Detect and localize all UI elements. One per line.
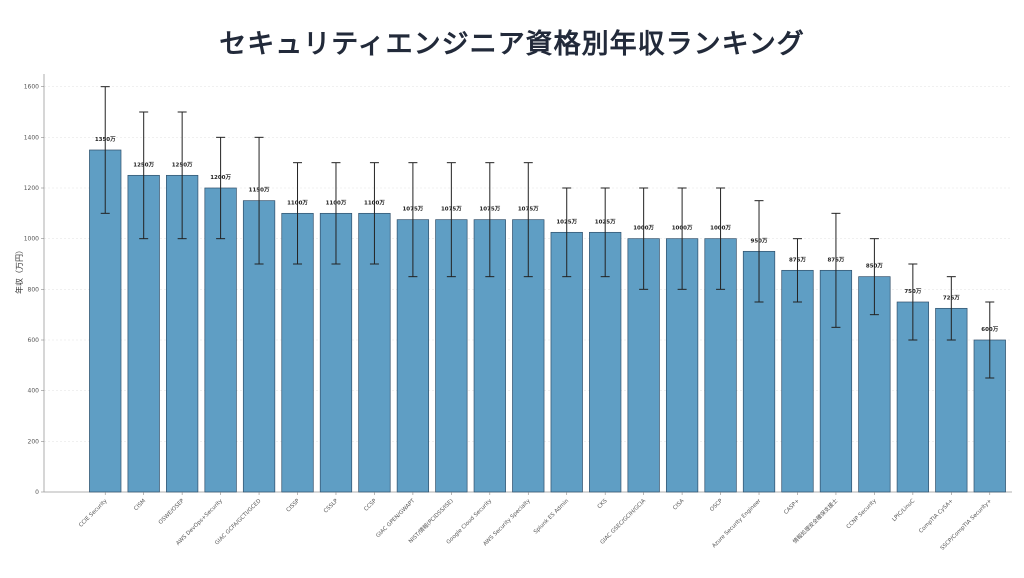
bar bbox=[781, 269, 814, 493]
data-label: 1025万 bbox=[556, 218, 577, 225]
y-tick-label: 400 bbox=[28, 388, 40, 395]
data-label: 950万 bbox=[751, 237, 768, 244]
x-tick-label: CSSLP bbox=[323, 498, 340, 515]
data-label: 875万 bbox=[827, 256, 844, 263]
x-tick-label: CCSP bbox=[363, 498, 378, 513]
y-axis-title: 年収（万円） bbox=[14, 246, 24, 294]
data-label: 1100万 bbox=[287, 199, 308, 206]
data-label: 1100万 bbox=[326, 199, 347, 206]
data-label: 850万 bbox=[866, 263, 883, 270]
y-tick-label: 800 bbox=[28, 286, 40, 293]
data-labels: 1350万 1250万 1250万 1200万 1150万 1100万 1100万 1100万… bbox=[95, 136, 999, 333]
x-tick-label: CCIE Security bbox=[78, 498, 109, 529]
x-tick-label: CISSP bbox=[286, 498, 302, 514]
chart-title: セキュリティエンジニア資格別年収ランキング bbox=[219, 29, 805, 60]
x-tick-label: GIAC GSEC/GCIH/GCIA bbox=[599, 498, 647, 546]
error-bars bbox=[100, 86, 995, 379]
y-tick-label: 0 bbox=[35, 489, 39, 496]
data-label: 1200万 bbox=[210, 174, 231, 181]
data-label: 600万 bbox=[981, 326, 998, 333]
data-label: 1250万 bbox=[133, 161, 154, 168]
data-label: 1075万 bbox=[479, 206, 500, 213]
x-tick-label: GIAC GPEN/GWAPT bbox=[375, 498, 416, 539]
y-tick-label: 200 bbox=[28, 438, 40, 445]
data-label: 1000万 bbox=[672, 225, 693, 232]
bar bbox=[665, 238, 699, 493]
data-label: 1075万 bbox=[402, 206, 423, 213]
data-label: 725万 bbox=[943, 294, 960, 301]
data-label: 1150万 bbox=[249, 187, 270, 194]
data-label: 1100万 bbox=[364, 199, 385, 206]
y-tick-label: 1000 bbox=[24, 236, 39, 243]
y-tick-labels: 0 200 400 600 800 1000 1200 1400 1600 bbox=[24, 84, 44, 496]
data-label: 1025万 bbox=[595, 218, 616, 225]
x-tick-label: CKS bbox=[597, 498, 609, 510]
x-tick-label: OSCP bbox=[709, 498, 724, 513]
x-tick-label: CISM bbox=[133, 498, 147, 512]
x-tick-label: OSWE/OSEP bbox=[158, 498, 186, 526]
data-label: 1000万 bbox=[710, 225, 731, 232]
data-label: 1000万 bbox=[633, 225, 654, 232]
x-tick-label: CompTIA CySA+ bbox=[918, 498, 955, 535]
data-label: 1075万 bbox=[441, 206, 462, 213]
data-label: 875万 bbox=[789, 256, 806, 263]
y-tick-label: 1600 bbox=[24, 84, 39, 91]
y-tick-label: 600 bbox=[28, 337, 40, 344]
data-label: 1250万 bbox=[172, 161, 193, 168]
x-tick-label: CCNP Security bbox=[846, 498, 879, 531]
data-label: 750万 bbox=[904, 288, 921, 295]
y-tick-label: 1400 bbox=[24, 134, 39, 141]
data-label: 1350万 bbox=[95, 136, 116, 143]
x-tick-label: CASP+ bbox=[783, 498, 801, 516]
x-tick-label: CISA bbox=[672, 498, 685, 511]
bars bbox=[89, 149, 1006, 493]
x-tick-label: Splunk ES Admin bbox=[533, 498, 571, 536]
y-tick-label: 1200 bbox=[24, 185, 39, 192]
x-tick-label: GIAC GCFA/GCTI/GCED bbox=[214, 498, 262, 546]
data-label: 1075万 bbox=[518, 206, 539, 213]
x-tick-label: LPIC/LinuC bbox=[891, 498, 916, 523]
